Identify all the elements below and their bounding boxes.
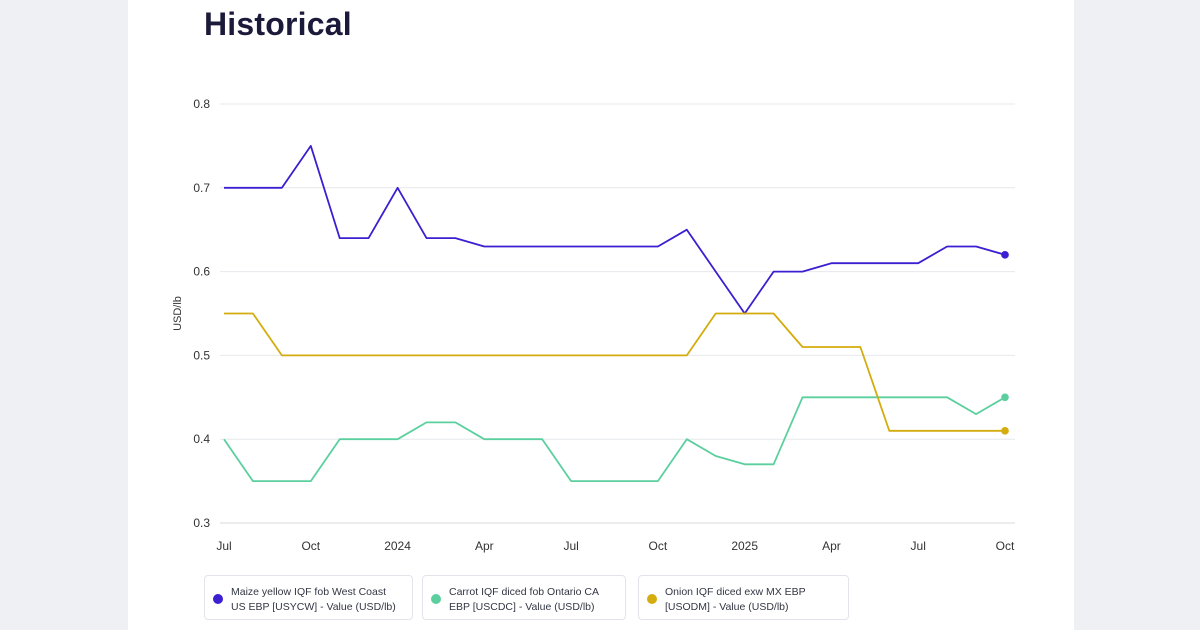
x-tick-label: 2025 — [731, 539, 758, 553]
legend-label-line2: [USODM] - Value (USD/lb) — [665, 601, 789, 613]
x-tick-label: Oct — [996, 539, 1015, 553]
y-tick-label: 0.8 — [193, 97, 210, 111]
legend-label: Carrot IQF diced fob Ontario CA EBP [USC… — [449, 585, 619, 615]
y-axis-label: USD/lb — [172, 296, 184, 331]
page-title: Historical — [204, 6, 352, 42]
x-tick-label: Oct — [301, 539, 320, 553]
series-end-point-0 — [1001, 251, 1009, 259]
legend-marker-icon — [431, 594, 441, 604]
x-tick-label: Jul — [911, 539, 926, 553]
legend-marker-icon — [647, 594, 657, 604]
y-tick-label: 0.3 — [193, 516, 210, 530]
legend-item-carrot[interactable]: Carrot IQF diced fob Ontario CA EBP [USC… — [422, 575, 626, 620]
legend-item-maize[interactable]: Maize yellow IQF fob West Coast US EBP [… — [204, 575, 413, 620]
legend-label-line1: Onion IQF diced exw MX EBP — [665, 586, 806, 598]
legend-label-line2: EBP [USCDC] - Value (USD/lb) — [449, 601, 595, 613]
legend-label: Onion IQF diced exw MX EBP [USODM] - Val… — [665, 585, 842, 615]
series-end-point-1 — [1001, 393, 1009, 402]
chart-card: Historical 0.3 0.4 0.5 0.6 0.7 0.8 Jul Oct 2024 A… — [128, 0, 1074, 630]
legend-item-onion[interactable]: Onion IQF diced exw MX EBP [USODM] - Val… — [638, 575, 849, 620]
legend-label-line1: Carrot IQF diced fob Ontario CA — [449, 586, 599, 598]
y-tick-label: 0.6 — [193, 265, 210, 279]
x-tick-label: 2024 — [384, 539, 411, 553]
series-line-1 — [223, 396, 1006, 483]
series-line-2 — [224, 312, 1005, 432]
x-tick-label: Jul — [216, 539, 231, 553]
series-line-0 — [224, 144, 1006, 315]
legend-label: Maize yellow IQF fob West Coast US EBP [… — [231, 585, 406, 615]
series-end-point-2 — [1001, 427, 1009, 435]
x-tick-label: Jul — [563, 539, 578, 553]
line-chart: 0.3 0.4 0.5 0.6 0.7 0.8 Jul Oct 2024 Apr Jul Oct 202… — [172, 97, 1015, 553]
x-tick-label: Apr — [822, 539, 841, 553]
x-tick-label: Oct — [649, 539, 668, 553]
legend-marker-icon — [213, 594, 223, 604]
legend-label-line1: Maize yellow IQF fob West Coast — [231, 586, 387, 598]
y-tick-label: 0.5 — [193, 348, 210, 362]
legend-label-line2: US EBP [USYCW] - Value (USD/lb) — [231, 601, 396, 613]
x-tick-label: Apr — [475, 539, 494, 553]
y-tick-label: 0.4 — [193, 432, 210, 446]
y-tick-label: 0.7 — [193, 181, 210, 195]
